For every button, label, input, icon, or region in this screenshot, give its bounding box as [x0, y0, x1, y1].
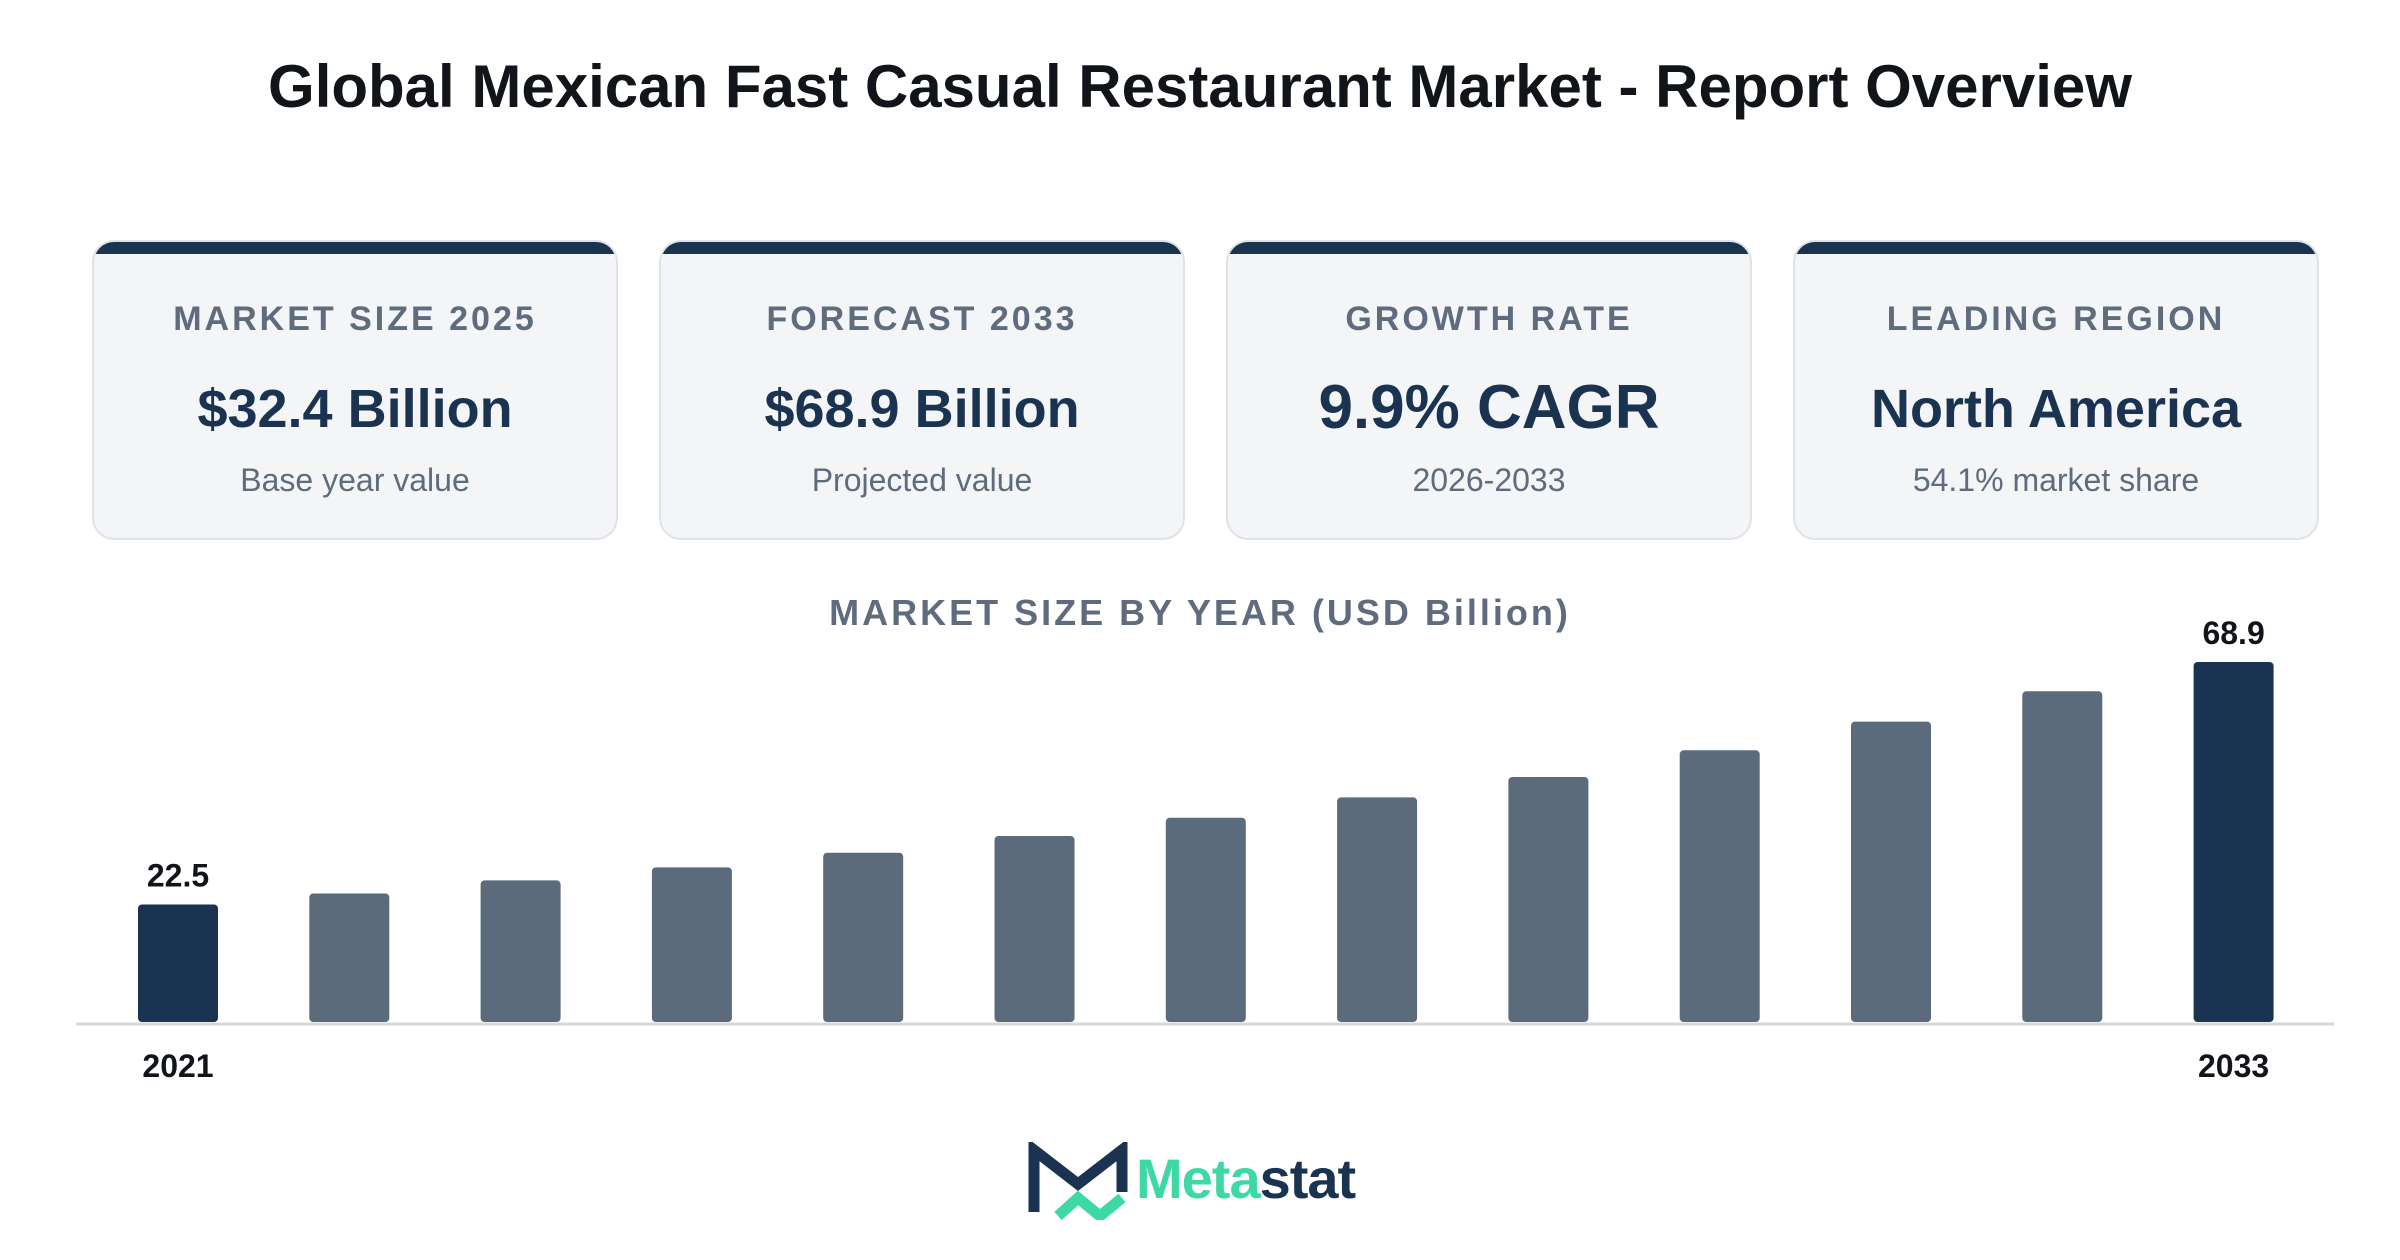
bar-2029 [1508, 776, 1589, 1022]
metastat-logo-icon [1028, 1138, 1128, 1224]
card-leading-region: LEADING REGION North America 54.1% marke… [1793, 240, 2319, 540]
metastat-logo: Metastat [1028, 1138, 1398, 1224]
card-label: LEADING REGION [1886, 300, 2226, 338]
bar-2023 [480, 880, 561, 1022]
bar-2028 [1337, 797, 1418, 1022]
card-value: North America [1870, 379, 2242, 439]
card-subtext: 2026-2033 [1412, 462, 1566, 498]
bar-2030 [1679, 750, 1760, 1022]
category-label-2021: 2021 [142, 1048, 213, 1084]
card-subtext: Projected value [811, 462, 1033, 498]
card-accent-bar [661, 242, 1183, 254]
bar-chart: 22.5 2021 68.9 2033 [76, 615, 2334, 1084]
logo-wordmark: Metastat [1136, 1146, 1357, 1211]
bar-2022 [309, 893, 390, 1022]
logo-text-meta: Meta [1136, 1147, 1261, 1210]
card-label: FORECAST 2033 [766, 300, 1078, 338]
bar-2027 [1165, 817, 1246, 1022]
card-value: $68.9 Billion [764, 379, 1080, 439]
bar-2021 [138, 904, 218, 1022]
card-growth-rate: GROWTH RATE 9.9% CAGR 2026-2033 [1226, 240, 1752, 540]
value-label-2021: 22.5 [147, 857, 209, 893]
category-label-2033: 2033 [2198, 1048, 2269, 1084]
card-forecast: FORECAST 2033 $68.9 Billion Projected va… [659, 240, 1185, 540]
card-accent-bar [94, 242, 616, 254]
card-label: GROWTH RATE [1345, 300, 1633, 338]
value-label-2033: 68.9 [2202, 615, 2264, 651]
kpi-cards: MARKET SIZE 2025 $32.4 Billion Base year… [92, 240, 2320, 542]
bar-2033 [2193, 662, 2274, 1022]
bar-2025 [823, 852, 904, 1022]
bar-2026 [994, 835, 1075, 1022]
card-accent-bar [1228, 242, 1750, 254]
card-value: 9.9% CAGR [1318, 373, 1660, 442]
bar-2024 [651, 867, 732, 1022]
card-market-size: MARKET SIZE 2025 $32.4 Billion Base year… [92, 240, 618, 540]
card-label: MARKET SIZE 2025 [173, 300, 537, 338]
bar-2032 [2022, 691, 2103, 1022]
bar-2031 [1851, 721, 1931, 1022]
page-title: Global Mexican Fast Casual Restaurant Ma… [268, 53, 2132, 120]
card-subtext: 54.1% market share [1912, 462, 2200, 498]
card-value: $32.4 Billion [197, 379, 513, 439]
card-subtext: Base year value [240, 462, 470, 498]
chart-title: MARKET SIZE BY YEAR (USD Billion) [829, 592, 1571, 633]
card-accent-bar [1795, 242, 2317, 254]
logo-text-stat: stat [1259, 1147, 1357, 1210]
